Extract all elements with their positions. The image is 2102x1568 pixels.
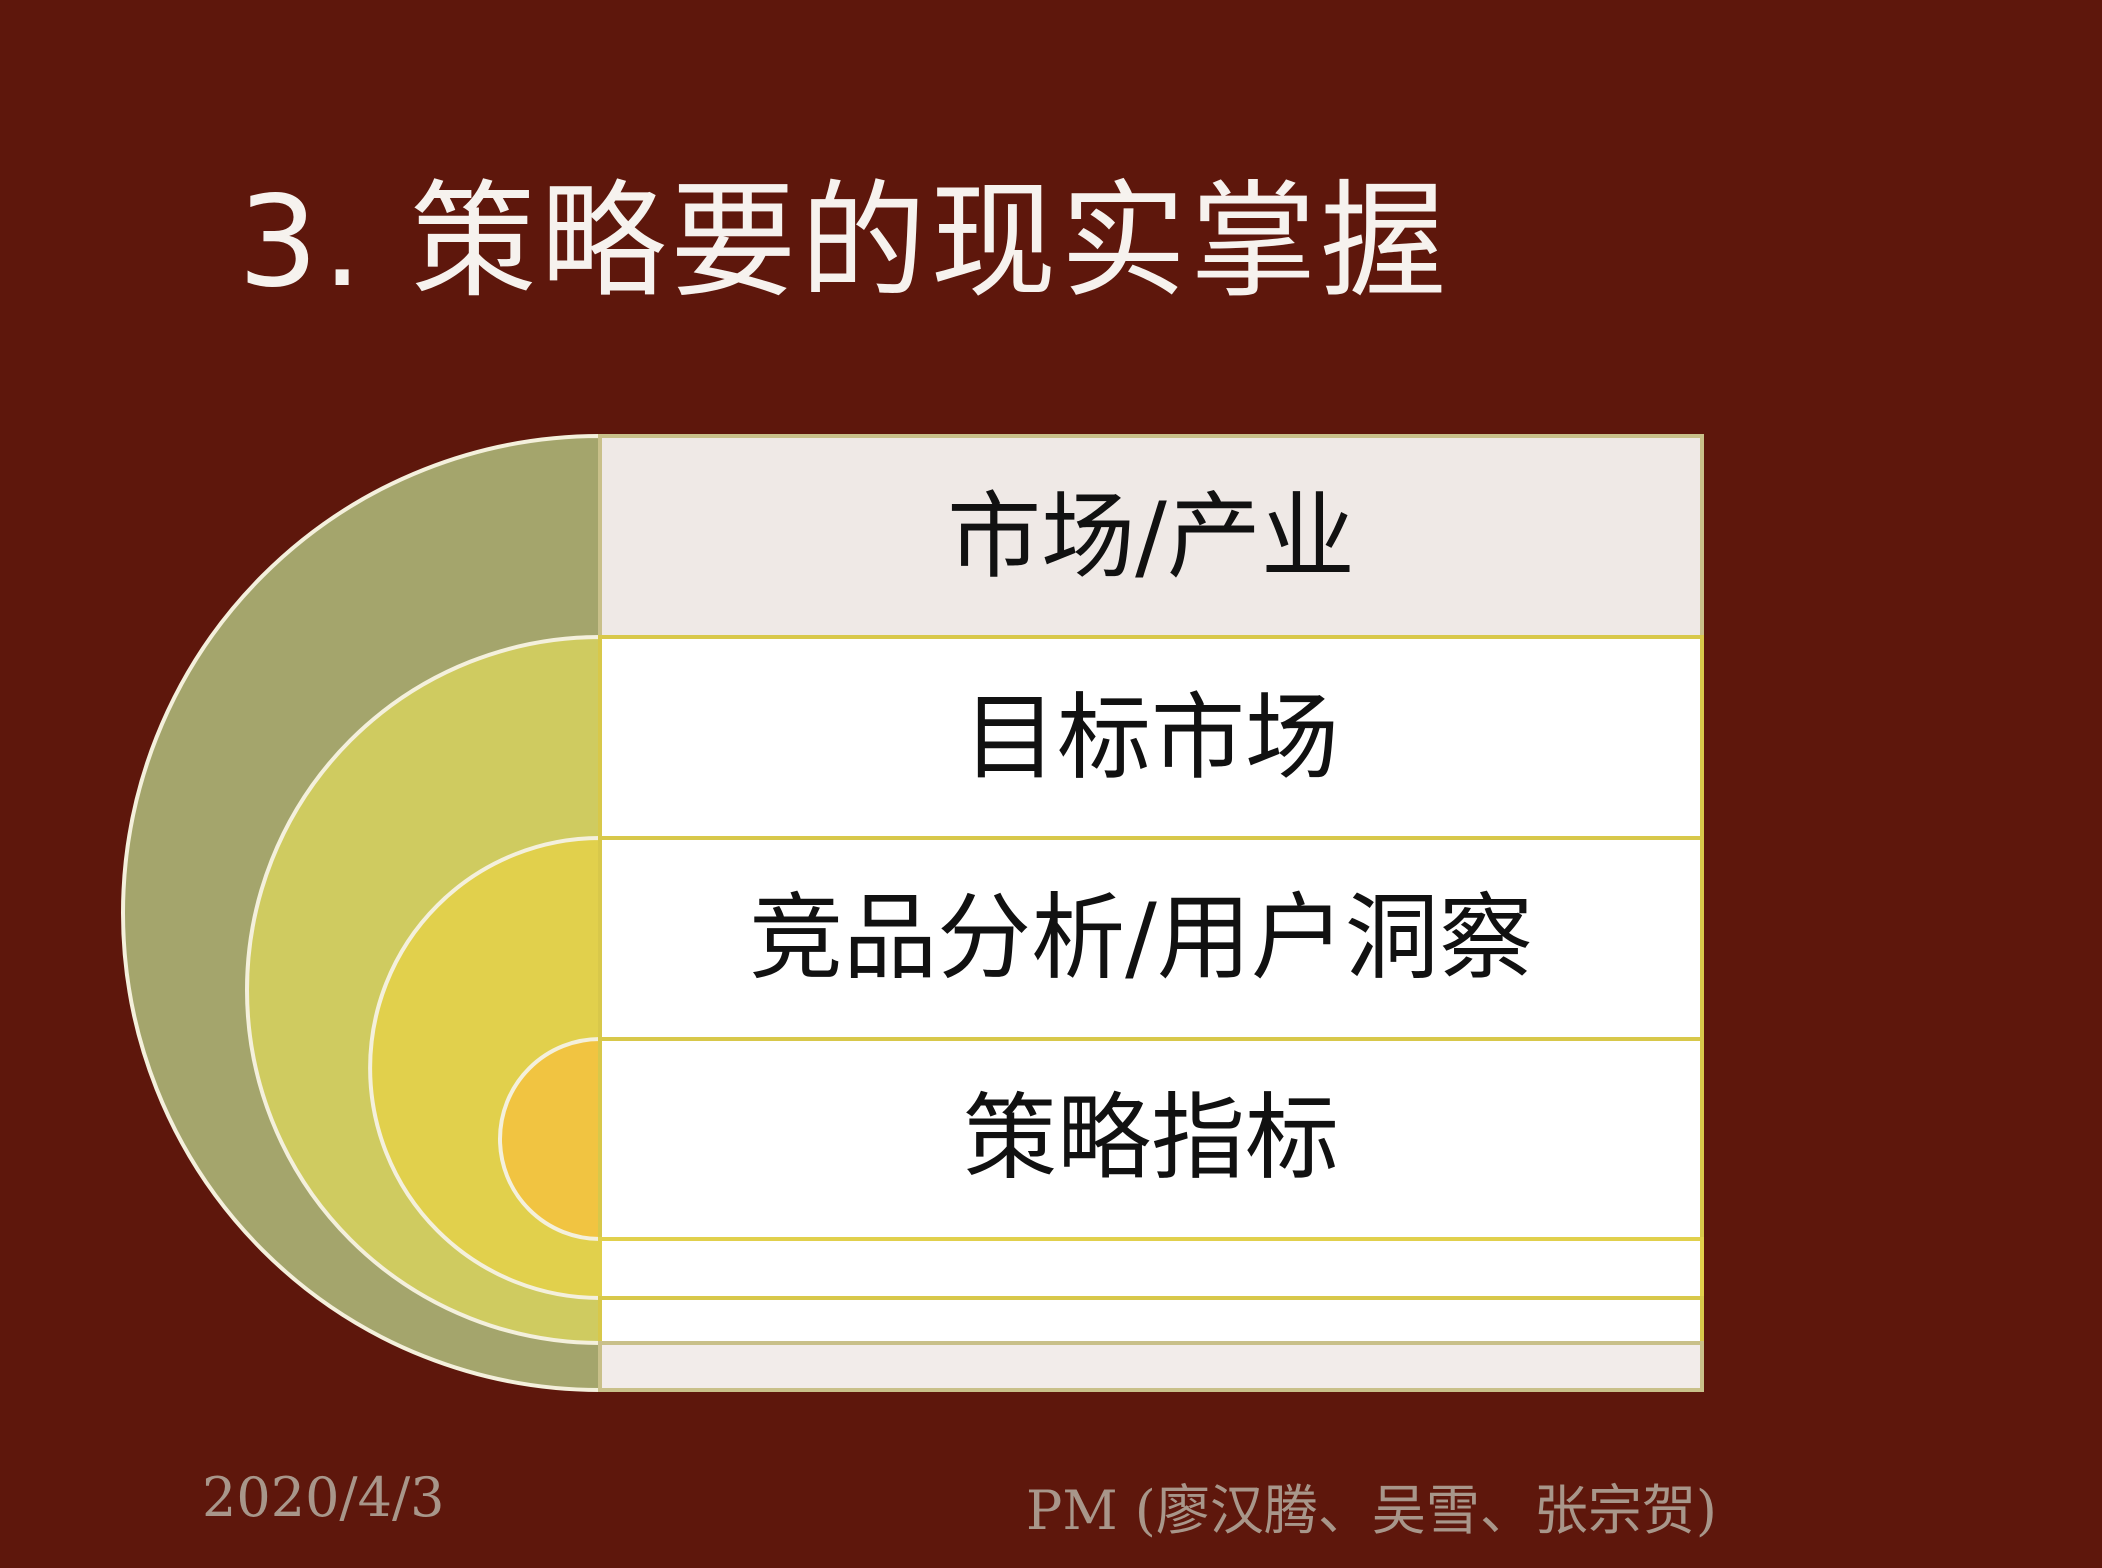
level-4-arc xyxy=(498,1036,602,1242)
level-1-row xyxy=(598,434,1704,639)
level-3-row xyxy=(598,836,1704,1041)
level-3-band xyxy=(598,1296,1704,1345)
level-2-row xyxy=(598,635,1704,840)
footer-author: PM (廖汉腾、吴雪、张宗贺) xyxy=(1026,1479,1717,1542)
level-4-label: 策略指标 xyxy=(963,1084,1339,1193)
level-2-label: 目标市场 xyxy=(963,684,1339,793)
level-4-row xyxy=(598,1037,1704,1241)
level-1-label: 市场/产业 xyxy=(947,483,1355,592)
slide-title: 3. 策略要的现实掌握 xyxy=(238,168,1451,315)
level-4-band xyxy=(598,1237,1704,1300)
level-2-band xyxy=(598,1341,1704,1392)
footer-date: 2020/4/3 xyxy=(202,1466,445,1529)
level-3-label: 竞品分析/用户洞察 xyxy=(749,884,1533,993)
